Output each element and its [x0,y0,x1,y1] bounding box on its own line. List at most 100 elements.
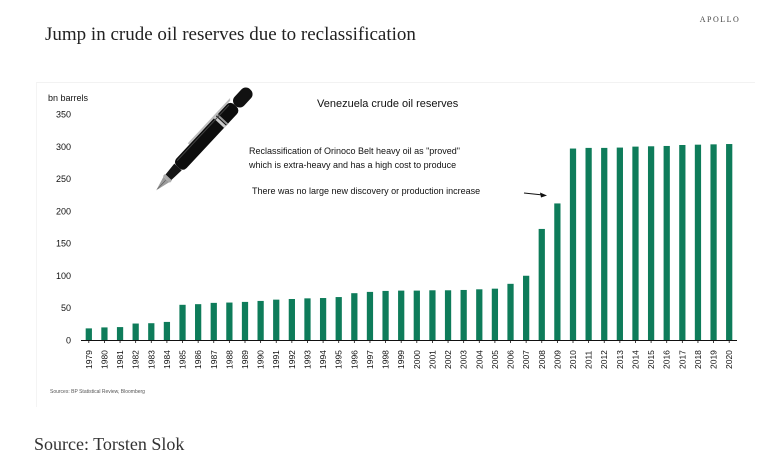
bar-1993 [304,298,311,340]
x-tick-label: 1995 [334,350,344,369]
x-tick-label: 1983 [146,350,156,369]
x-tick-label: 1998 [381,350,391,369]
bar-2018 [694,144,702,340]
bar-2009 [554,203,561,340]
x-tick-label: 2018 [693,350,703,369]
x-tick-label: 1996 [349,350,359,369]
x-tick-label: 2004 [474,350,484,369]
bar-2017 [679,144,686,340]
x-tick-label: 2002 [443,350,453,369]
bar-2015 [647,146,655,340]
page-title: Jump in crude oil reserves due to reclas… [45,24,416,45]
bar-2007 [523,275,530,340]
x-tick-label: 2019 [709,350,719,369]
x-tick-label: 2000 [412,350,422,369]
bar-2020 [726,144,733,340]
annotation-line-3: There was no large new discovery or prod… [252,186,480,196]
chart-figure: 0 50 100 150 200 250 300 350 1979 1980 1981 1982 19… [36,82,755,407]
bar-1985 [179,304,186,340]
x-tick-label: 1994 [318,350,328,369]
x-tick-label: 1990 [256,350,266,369]
bar-1997 [366,291,374,340]
x-tick-label: 1980 [99,350,109,369]
x-tick-label: 2005 [490,350,500,369]
bar-2010 [569,148,577,340]
data-source-note: Sources: BP Statistical Review, Bloomber… [50,389,145,395]
bar-1983 [148,323,155,340]
x-tick-label: 1989 [240,350,250,369]
annotation-line-1: Reclassification of Orinoco Belt heavy o… [249,146,460,156]
bar-1989 [241,301,249,340]
bar-2000 [413,290,420,340]
y-tick-label: 150 [56,239,71,249]
x-tick-label: 1992 [287,350,297,369]
x-tick-label: 2007 [521,350,531,369]
bar-1994 [319,298,327,340]
bar-1982 [132,323,139,340]
bar-2019 [710,144,717,340]
bar-2016 [663,145,670,340]
y-tick-label: 300 [56,142,71,152]
y-axis-label: bn barrels [48,93,89,103]
bar-2008 [538,228,545,340]
bar-1990 [257,300,264,340]
x-tick-label: 1999 [396,350,406,369]
annotation-arrow [523,192,547,198]
bar-1981 [116,327,124,340]
x-tick-label: 2015 [646,350,656,369]
bar-1992 [288,298,295,340]
x-tick-label: 1986 [193,350,203,369]
bar-2005 [491,288,499,340]
bar-1984 [163,321,171,340]
bar-1987 [210,302,217,340]
x-tick-label: 1985 [178,350,188,369]
x-tick-label: 1982 [131,350,141,369]
bar-1988 [226,302,233,340]
bar-2011 [585,147,592,340]
bar-1998 [382,290,389,340]
x-tick-label: 2003 [459,350,469,369]
x-tick-label: 2006 [506,350,516,369]
y-tick-label: 50 [61,303,71,313]
y-tick-label: 250 [56,174,71,184]
x-tick-label: 2008 [537,350,547,369]
bar-1995 [335,297,342,340]
x-tick-label: 1988 [224,350,234,369]
x-tick-label: 2013 [615,350,625,369]
x-tick-label: 2010 [568,350,578,369]
bar-1991 [273,299,280,340]
bar-2004 [476,289,483,340]
bar-2002 [444,290,452,340]
chart-title: Venezuela crude oil reserves [317,98,459,110]
x-tick-label: 2009 [552,350,562,369]
x-tick-label: 1993 [302,350,312,369]
x-tick-label: 2001 [427,350,437,369]
x-tick-label: 2012 [599,350,609,369]
bar-1996 [351,293,358,340]
x-tick-label: 1991 [271,350,281,369]
y-tick-label: 200 [56,206,71,216]
x-tick-label: 2011 [584,350,594,369]
x-tick-label: 1979 [84,350,94,369]
y-tick-label: 350 [56,110,71,120]
bar-2012 [601,147,608,340]
x-tick-label: 1981 [115,350,125,369]
x-tick-label: 1984 [162,350,172,369]
x-tick-label: 2016 [662,350,672,369]
x-tick-label: 1987 [209,350,219,369]
bar-2003 [460,289,467,340]
bar-2014 [632,146,639,340]
bar-1979 [85,328,92,340]
bar-2001 [429,290,436,340]
bar-1986 [195,304,202,340]
bar-2006 [507,283,514,340]
x-tick-label: 2017 [677,350,687,369]
bar-1980 [101,327,108,340]
bar-2013 [616,147,623,340]
source-attribution: Source: Torsten Slok [34,434,185,454]
annotation-line-2: which is extra-heavy and has a high cost… [248,160,456,170]
oil-reserves-chart: 0 50 100 150 200 250 300 350 1979 1980 1981 1982 19… [48,87,737,369]
fountain-pen-icon [156,87,253,191]
x-tick-label: 2020 [724,350,734,369]
x-tick-label: 2014 [630,350,640,369]
